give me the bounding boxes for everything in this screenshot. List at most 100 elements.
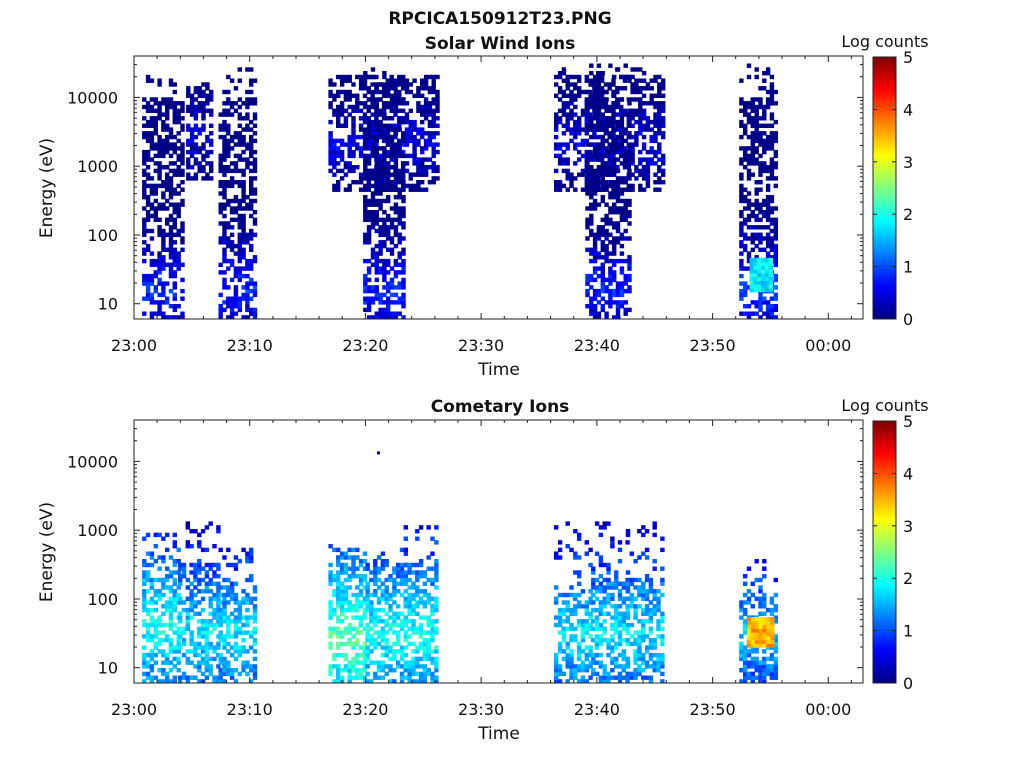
heatmap-cell	[355, 547, 360, 553]
heatmap-cell	[374, 292, 379, 298]
heatmap-cell	[332, 626, 337, 631]
heatmap-cell	[180, 153, 185, 159]
heatmap-cell	[584, 176, 589, 181]
heatmap-cell	[384, 619, 389, 624]
heatmap-cell	[385, 101, 391, 106]
heatmap-cell	[161, 97, 166, 102]
heatmap-cell	[172, 649, 177, 654]
heatmap-cell	[216, 622, 221, 628]
heatmap-cell	[758, 116, 763, 121]
heatmap-cell	[245, 281, 250, 286]
heatmap-cell	[592, 202, 598, 207]
heatmap-cell	[142, 581, 147, 586]
heatmap-cell	[603, 180, 609, 185]
heatmap-cell	[229, 300, 235, 305]
heatmap-cell	[168, 236, 174, 241]
heatmap-cell	[201, 146, 206, 151]
heatmap-cell	[241, 198, 246, 204]
heatmap-cell	[200, 589, 206, 594]
heatmap-cell	[233, 296, 239, 301]
plot-frame	[133, 55, 864, 320]
heatmap-cells	[142, 63, 778, 319]
heatmap-cell	[393, 217, 399, 222]
heatmap-cell	[743, 630, 748, 635]
heatmap-cell	[386, 116, 391, 121]
heatmap-cell	[773, 243, 778, 249]
heatmap-cell	[592, 127, 597, 132]
heatmap-cell	[765, 146, 771, 151]
heatmap-cell	[388, 664, 393, 669]
heatmap-cell	[557, 615, 563, 620]
heatmap-cell	[328, 146, 333, 151]
heatmap-cell	[393, 97, 399, 102]
heatmap-cell	[366, 300, 372, 305]
heatmap-cell	[249, 198, 254, 204]
heatmap-cell	[222, 251, 227, 256]
heatmap-cell	[660, 566, 665, 571]
heatmap-cell	[197, 664, 202, 669]
heatmap-cell	[386, 300, 391, 305]
heatmap-cell	[607, 165, 612, 170]
heatmap-cell	[608, 304, 613, 309]
heatmap-cell	[557, 108, 563, 113]
heatmap-cell	[245, 285, 250, 290]
heatmap-cell	[249, 258, 254, 264]
heatmap-cell	[197, 108, 202, 113]
heatmap-cell	[652, 521, 657, 526]
heatmap-cell	[743, 285, 748, 290]
heatmap-cell	[373, 577, 378, 583]
heatmap-cell	[633, 611, 638, 616]
heatmap-cell	[226, 266, 231, 271]
heatmap-cell	[216, 589, 221, 594]
heatmap-cell	[397, 82, 402, 87]
heatmap-cell	[739, 281, 744, 286]
heatmap-cell	[754, 131, 759, 136]
heatmap-cell	[619, 116, 625, 121]
heatmap-cell	[619, 86, 624, 91]
heatmap-cell	[416, 161, 421, 166]
heatmap-cell	[343, 652, 349, 658]
heatmap-cell	[237, 247, 242, 252]
heatmap-cell	[750, 581, 755, 586]
heatmap-cell	[380, 619, 386, 624]
heatmap-cell	[365, 652, 370, 658]
heatmap-cell	[165, 607, 170, 613]
heatmap-cell	[336, 119, 341, 125]
heatmap-cell	[366, 142, 371, 147]
heatmap-cell	[743, 101, 748, 106]
heatmap-cell	[565, 660, 570, 665]
heatmap-cell	[754, 123, 759, 128]
heatmap-cell	[602, 675, 607, 680]
heatmap-cell	[648, 645, 654, 650]
heatmap-cell	[633, 596, 638, 601]
heatmap-cell	[396, 581, 401, 586]
heatmap-cell	[561, 619, 567, 624]
heatmap-cell	[142, 206, 147, 211]
heatmap-cell	[180, 180, 185, 185]
heatmap-cell	[384, 652, 389, 658]
heatmap-cell	[218, 236, 223, 241]
heatmap-cell	[351, 668, 356, 673]
heatmap-cell	[619, 206, 625, 211]
heatmap-cell	[589, 304, 594, 309]
heatmap-cell	[222, 157, 227, 162]
heatmap-cell	[233, 251, 239, 256]
heatmap-cell	[161, 281, 166, 286]
heatmap-cell	[142, 134, 147, 140]
heatmap-cell	[172, 206, 177, 211]
heatmap-cell	[431, 86, 436, 91]
heatmap-cell	[397, 93, 402, 98]
heatmap-cell	[554, 134, 559, 140]
heatmap-cell	[218, 630, 223, 635]
heatmap-cell	[249, 180, 254, 185]
heatmap-cell	[396, 604, 401, 609]
heatmap-cell	[399, 656, 405, 662]
heatmap-cell	[622, 176, 628, 181]
heatmap-cell	[222, 240, 227, 245]
heatmap-cell	[641, 668, 646, 673]
heatmap-cell	[418, 596, 424, 601]
heatmap-cell	[229, 589, 235, 594]
heatmap-cell	[355, 626, 360, 631]
heatmap-cell	[762, 679, 767, 683]
heatmap-cell	[612, 300, 617, 305]
